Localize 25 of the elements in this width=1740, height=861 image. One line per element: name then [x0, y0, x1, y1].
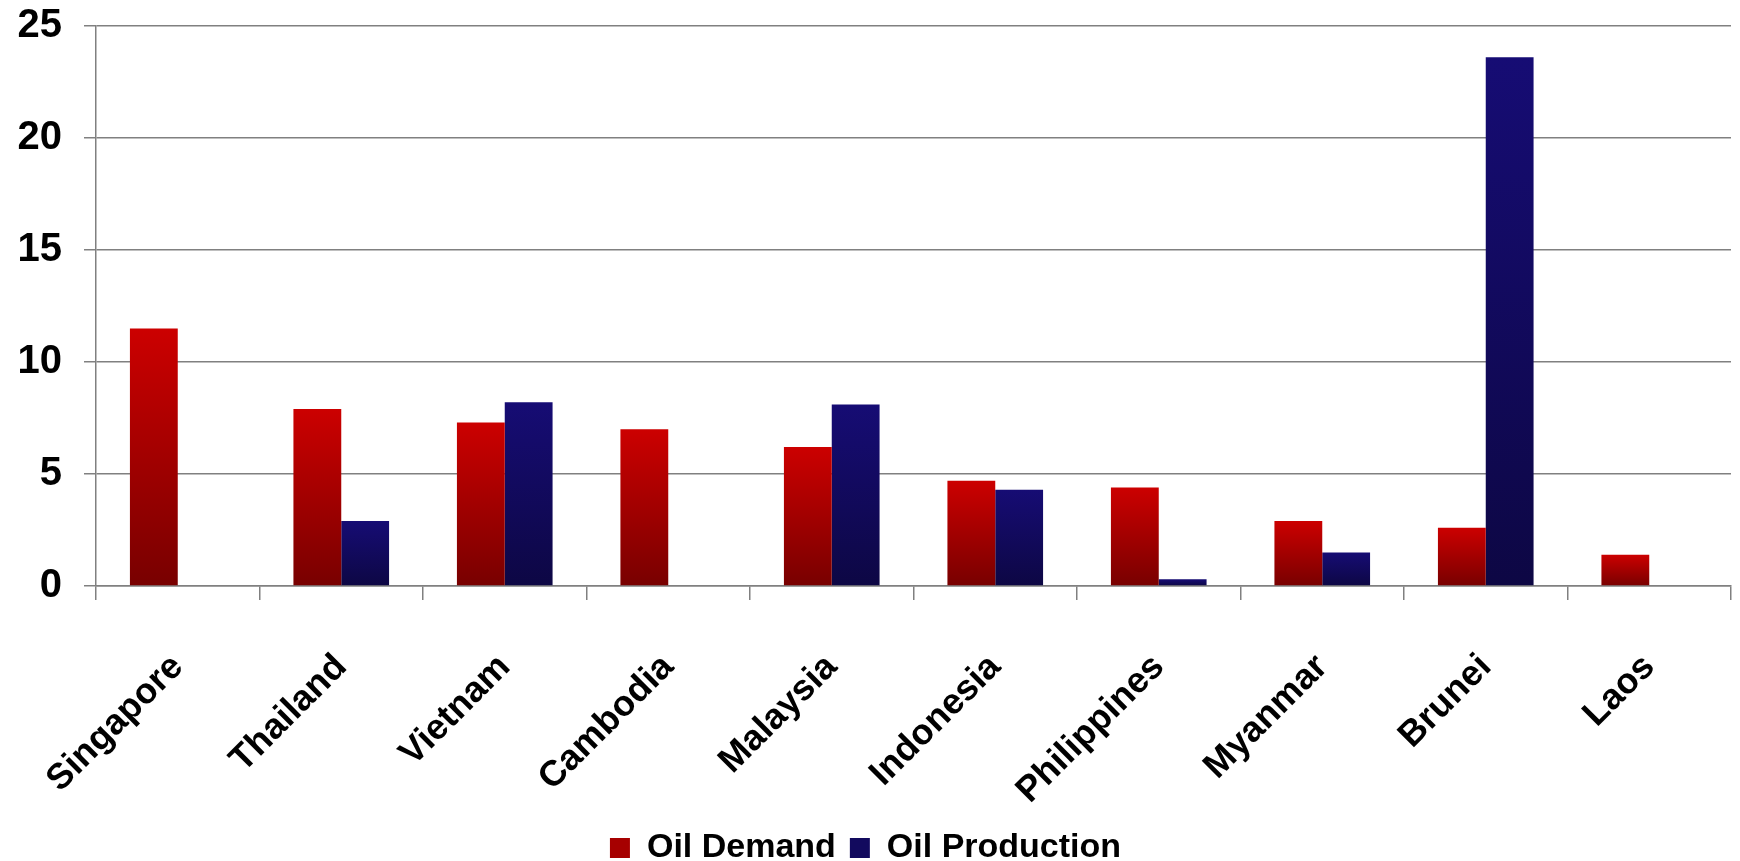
legend-label: Oil Production [886, 826, 1122, 861]
y-tick-label: 10 [17, 337, 62, 382]
bar [1158, 579, 1207, 586]
bar [620, 429, 669, 586]
bar [293, 409, 342, 586]
y-tick-label: 5 [39, 449, 62, 494]
bar [504, 402, 553, 586]
bar [995, 489, 1044, 586]
bar [831, 404, 880, 586]
bar [1601, 554, 1650, 586]
bar [456, 422, 505, 586]
bar [783, 447, 832, 586]
bar [341, 521, 390, 586]
bar [1110, 487, 1159, 586]
y-tick-label: 20 [17, 113, 62, 158]
bar [1485, 57, 1534, 586]
y-tick-label: 0 [39, 561, 62, 606]
bar [1437, 527, 1486, 586]
bar [1322, 552, 1371, 586]
y-tick-label: 15 [17, 225, 62, 270]
bar [129, 328, 178, 586]
bar [947, 480, 996, 586]
bar [1274, 521, 1323, 586]
y-tick-label: 25 [17, 1, 62, 46]
legend-label: Oil Demand [646, 826, 836, 861]
